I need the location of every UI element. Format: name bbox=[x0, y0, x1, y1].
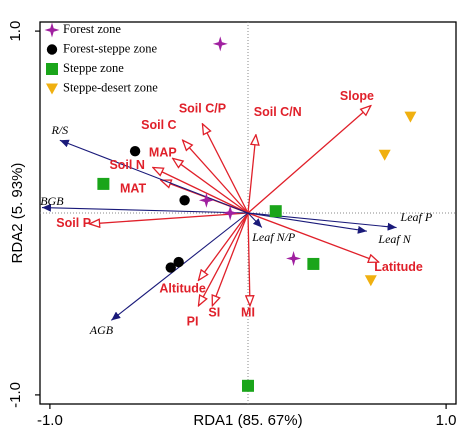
y-tick-label: 1.0 bbox=[7, 21, 24, 42]
response-arrow-leaf-n-p bbox=[247, 212, 263, 228]
point-steppe-desert-zone bbox=[404, 111, 417, 123]
env-arrow-pi bbox=[198, 212, 249, 306]
env-label-mat: MAT bbox=[120, 182, 147, 196]
env-arrow-soil-n bbox=[153, 168, 249, 214]
point-forest-steppe-zone bbox=[165, 262, 176, 273]
point-forest-zone bbox=[286, 250, 302, 266]
legend-label-steppe-zone: Steppe zone bbox=[63, 61, 124, 75]
legend-label-steppe-desert-zone: Steppe-desert zone bbox=[63, 80, 158, 94]
env-label-slope: Slope bbox=[340, 89, 374, 103]
env-label-soil-n: Soil N bbox=[109, 158, 144, 172]
response-label-agb: AGB bbox=[89, 323, 114, 337]
response-label-leaf-n: Leaf N bbox=[377, 232, 411, 246]
env-arrow-soil-p bbox=[90, 212, 249, 224]
x-axis-title: RDA1 (85. 67%) bbox=[193, 412, 302, 429]
env-arrow-map bbox=[173, 158, 249, 214]
legend-marker-forest-zone bbox=[44, 22, 60, 38]
env-arrow-altitude bbox=[198, 212, 249, 280]
env-label-soil-c-n: Soil C/N bbox=[254, 105, 302, 119]
env-label-map: MAP bbox=[149, 145, 177, 159]
point-steppe-zone bbox=[307, 257, 320, 270]
point-steppe-zone bbox=[242, 379, 254, 392]
legend-marker-steppe-zone bbox=[46, 63, 58, 75]
legend-label-forest-steppe-zone: Forest-steppe zone bbox=[63, 41, 158, 55]
response-label-bgb: BGB bbox=[40, 194, 64, 208]
env-arrow-soil-c bbox=[183, 140, 249, 214]
y-tick-label: -1.0 bbox=[7, 382, 24, 408]
env-arrow-slope bbox=[247, 106, 371, 214]
env-label-soil-c-p: Soil C/P bbox=[179, 102, 226, 116]
env-label-latitude: Latitude bbox=[374, 260, 423, 274]
env-arrow-mi bbox=[248, 212, 250, 306]
response-arrow-leaf-n bbox=[247, 212, 367, 234]
point-forest-zone bbox=[222, 205, 238, 221]
x-tick-label: -1.0 bbox=[37, 412, 63, 429]
env-label-pi: PI bbox=[187, 314, 199, 328]
response-label-leaf-n-p: Leaf N/P bbox=[251, 230, 296, 244]
env-label-soil-p: Soil P bbox=[56, 216, 91, 230]
legend-marker-steppe-desert-zone bbox=[46, 83, 58, 95]
point-forest-zone bbox=[198, 192, 214, 208]
point-steppe-desert-zone bbox=[378, 149, 391, 161]
env-label-mi: MI bbox=[241, 305, 255, 319]
response-arrow-r-s bbox=[59, 139, 249, 214]
y-axis-title: RDA2 (5. 93%) bbox=[9, 163, 26, 264]
env-arrow-soil-c-n bbox=[247, 135, 256, 214]
legend-label-forest-zone: Forest zone bbox=[63, 22, 121, 36]
response-arrow-bgb bbox=[41, 203, 249, 214]
env-label-soil-c: Soil C bbox=[141, 118, 176, 132]
point-steppe-zone bbox=[97, 177, 110, 190]
x-tick-label: 1.0 bbox=[436, 412, 457, 429]
env-arrow-latitude bbox=[247, 212, 379, 262]
point-forest-steppe-zone bbox=[173, 256, 184, 268]
response-label-r-s: R/S bbox=[50, 123, 68, 137]
point-steppe-zone bbox=[269, 205, 282, 218]
env-arrow-si bbox=[212, 212, 249, 306]
env-label-altitude: Altitude bbox=[159, 282, 206, 296]
legend-marker-forest-steppe-zone bbox=[46, 44, 58, 55]
point-forest-steppe-zone bbox=[129, 145, 141, 157]
point-forest-steppe-zone bbox=[179, 195, 190, 206]
env-label-si: SI bbox=[208, 305, 220, 319]
point-forest-zone bbox=[212, 36, 228, 52]
point-steppe-desert-zone bbox=[364, 275, 377, 287]
response-label-leaf-p: Leaf P bbox=[400, 210, 433, 224]
env-arrow-soil-c-p bbox=[202, 124, 249, 214]
